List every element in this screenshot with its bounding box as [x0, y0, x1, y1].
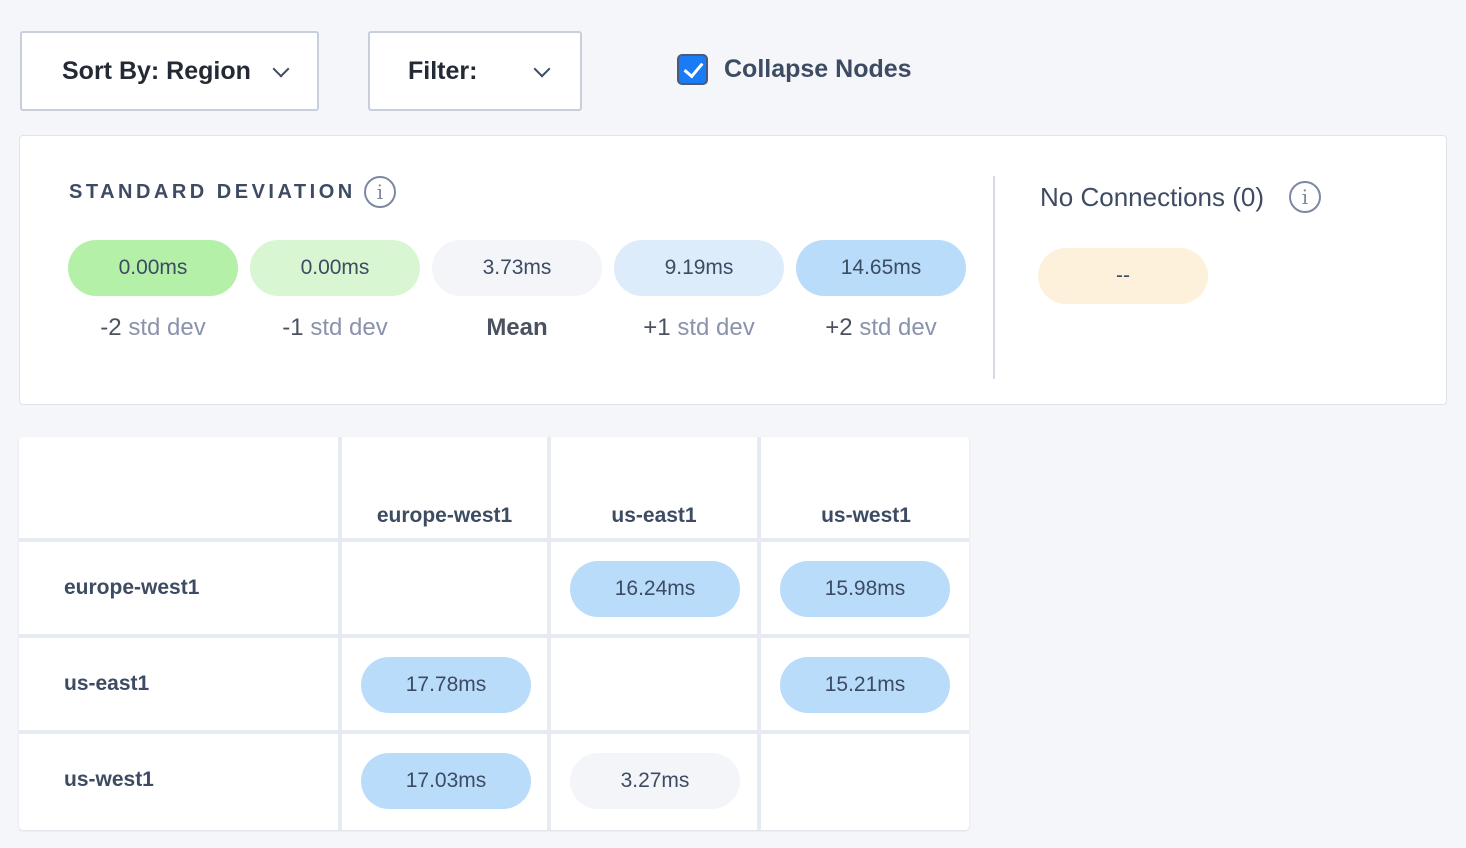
matrix-cell: us-east1 [19, 638, 338, 730]
divider [993, 176, 995, 379]
matrix-cell: 17.03ms [342, 734, 547, 830]
matrix-cell: 15.98ms [761, 542, 969, 634]
matrix-cell [19, 437, 338, 538]
column-header: us-east1 [611, 504, 697, 527]
std-dev-label: -1 std dev [250, 314, 420, 342]
std-dev-unit: std dev [859, 314, 937, 341]
latency-pill[interactable]: 17.78ms [361, 657, 531, 713]
latency-pill[interactable]: 17.03ms [361, 753, 531, 809]
latency-pill[interactable]: 15.21ms [780, 657, 950, 713]
std-dev-unit: std dev [677, 314, 755, 341]
std-dev-sign: -1 [282, 314, 304, 341]
std-dev-sign: Mean [486, 314, 548, 341]
std-dev-label: -2 std dev [68, 314, 238, 342]
no-connections-title: No Connections (0) [1040, 182, 1264, 212]
latency-pill[interactable]: 16.24ms [570, 561, 740, 617]
std-dev-title: STANDARD DEVIATION [69, 181, 356, 203]
info-icon[interactable]: i [1289, 181, 1321, 213]
row-header: us-west1 [64, 768, 154, 791]
no-connections-pill: -- [1038, 248, 1208, 304]
collapse-nodes-label[interactable]: Collapse Nodes [724, 55, 912, 83]
filter-label: Filter: [408, 56, 478, 85]
matrix-cell: 15.21ms [761, 638, 969, 730]
column-header: europe-west1 [376, 504, 513, 527]
std-dev-sign: -2 [100, 314, 122, 341]
chevron-down-icon [272, 60, 290, 78]
column-header: us-west1 [821, 504, 911, 527]
latency-matrix: europe-west1 us-east1 us-west1 europe-west1… [19, 437, 969, 830]
collapse-nodes-checkbox[interactable] [677, 54, 708, 85]
std-dev-sign: +1 [643, 314, 671, 341]
matrix-cell: 16.24ms [551, 542, 757, 634]
matrix-cell: 3.27ms [551, 734, 757, 830]
std-dev-label: Mean [432, 314, 602, 342]
std-dev-unit: std dev [128, 314, 206, 341]
latency-pill[interactable]: 3.27ms [570, 753, 740, 809]
std-dev-pill: 9.19ms [614, 240, 784, 296]
row-header: europe-west1 [64, 576, 200, 599]
matrix-cell: europe-west1 [19, 542, 338, 634]
matrix-cell: europe-west1 [342, 437, 547, 538]
std-dev-pill: 14.65ms [796, 240, 966, 296]
info-icon[interactable]: i [364, 176, 396, 208]
std-dev-label: +1 std dev [614, 314, 784, 342]
std-dev-pill: 0.00ms [68, 240, 238, 296]
matrix-cell [761, 734, 969, 830]
std-dev-pill: 3.73ms [432, 240, 602, 296]
std-dev-pill: 0.00ms [250, 240, 420, 296]
chevron-down-icon [533, 60, 551, 78]
matrix-cell [551, 638, 757, 730]
matrix-cell: 17.78ms [342, 638, 547, 730]
matrix-cell: us-west1 [761, 437, 969, 538]
std-dev-unit: std dev [310, 314, 388, 341]
matrix-cell: us-east1 [551, 437, 757, 538]
std-dev-sign: +2 [825, 314, 853, 341]
matrix-cell [342, 542, 547, 634]
filter-dropdown[interactable]: Filter: [368, 31, 582, 111]
matrix-cell: us-west1 [19, 734, 338, 830]
std-dev-card: STANDARD DEVIATION i 0.00ms -2 std dev 0.0… [19, 135, 1447, 405]
sort-by-label: Sort By: Region [62, 56, 251, 85]
std-dev-label: +2 std dev [796, 314, 966, 342]
sort-by-dropdown[interactable]: Sort By: Region [20, 31, 319, 111]
latency-pill[interactable]: 15.98ms [780, 561, 950, 617]
row-header: us-east1 [64, 672, 150, 695]
